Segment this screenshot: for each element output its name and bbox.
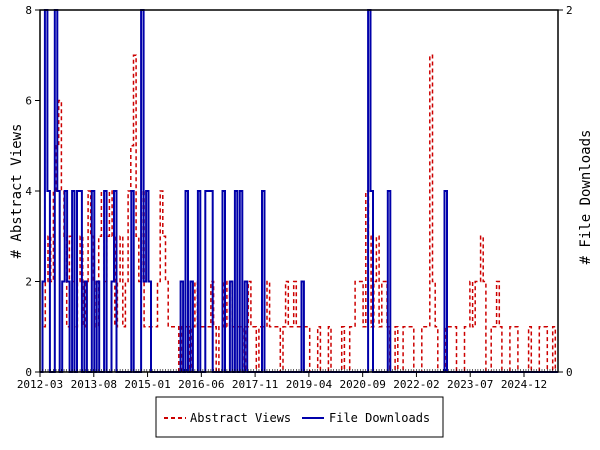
y-left-tick-label: 6 (25, 95, 32, 108)
legend-label-abstract-views: Abstract Views (190, 411, 291, 425)
y-right-tick-label: 0 (566, 366, 573, 379)
legend: Abstract Views File Downloads (155, 396, 444, 438)
y-left-tick-label: 8 (25, 4, 32, 17)
x-tick-label: 2022-02 (393, 378, 439, 391)
ticks-layer: 0 2 4 6 8 0 2 2012-03 2013-08 2015-01 2016-06 2017-… (17, 4, 573, 391)
x-tick-label: 2019-04 (286, 378, 333, 391)
x-tick-label: 2013-08 (71, 378, 117, 391)
x-tick-label: 2015-01 (124, 378, 170, 391)
x-tick-label: 2012-03 (17, 378, 63, 391)
x-tick-label: 2023-07 (447, 378, 493, 391)
x-tick-label: 2016-06 (178, 378, 224, 391)
y-left-tick-label: 4 (25, 185, 32, 198)
y-left-tick-label: 2 (25, 276, 32, 289)
x-tick-label: 2020-09 (339, 378, 385, 391)
legend-box (155, 396, 444, 438)
y-left-tick-label: 0 (25, 366, 32, 379)
y-right-tick-label: 2 (566, 4, 573, 17)
x-tick-label: 2024-12 (501, 378, 547, 391)
legend-label-file-downloads: File Downloads (329, 411, 430, 425)
x-tick-label: 2017-11 (232, 378, 278, 391)
y-axis-right-title: # File Downloads (578, 130, 594, 265)
y-axis-left-title: # Abstract Views (9, 124, 25, 259)
